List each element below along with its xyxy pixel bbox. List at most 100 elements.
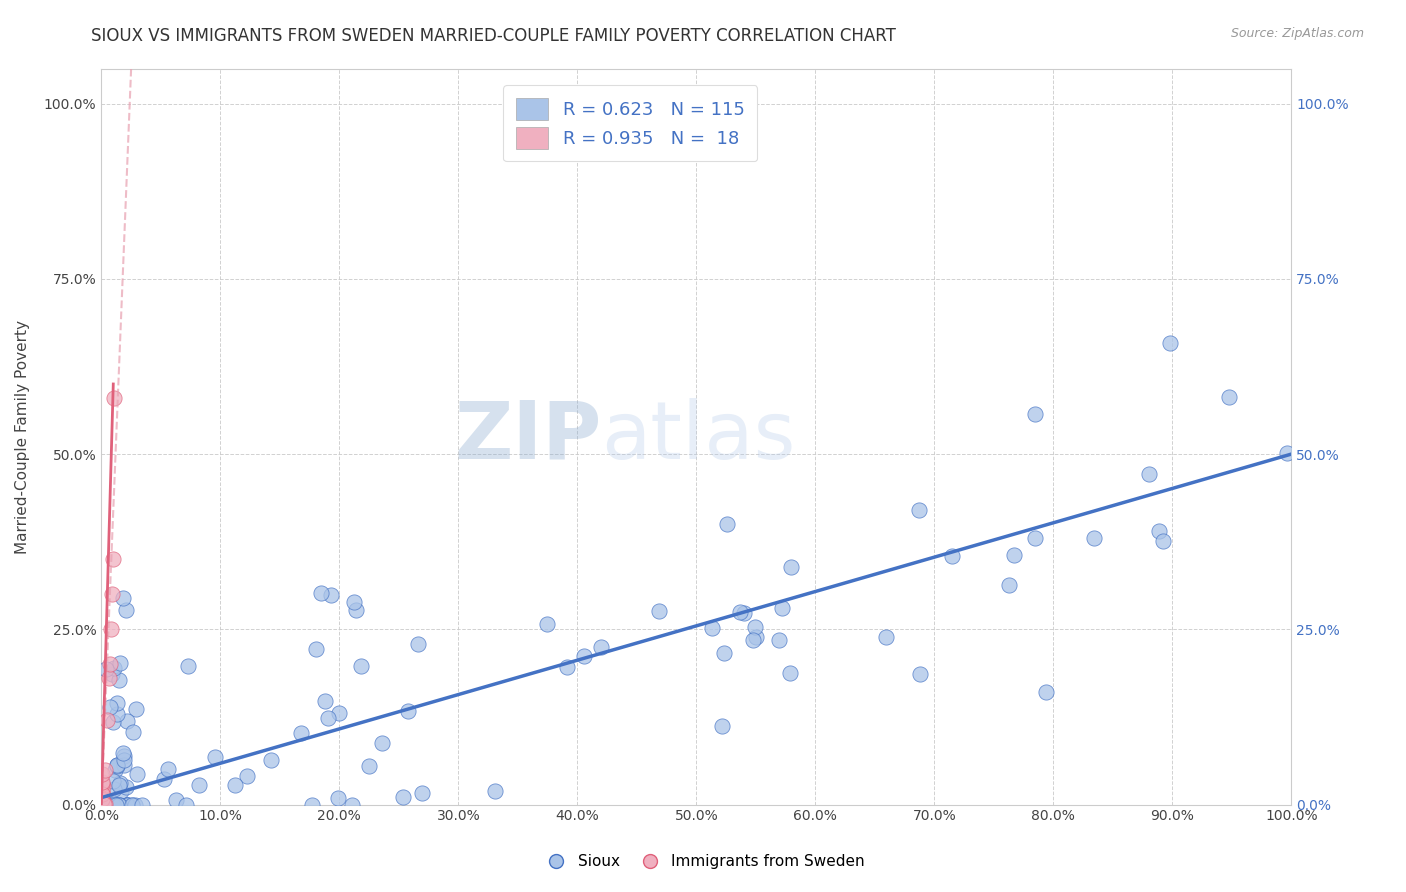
Point	[105, 697, 128, 711]
Legend: R = 0.623   N = 115, R = 0.935   N =  18: R = 0.623 N = 115, R = 0.935 N = 18	[503, 85, 758, 161]
Point	[408, 637, 430, 651]
Point	[744, 619, 766, 633]
Point	[105, 707, 128, 722]
Point	[107, 673, 129, 688]
Point	[1277, 446, 1299, 460]
Point	[153, 772, 176, 786]
Point	[344, 602, 367, 616]
Text: SIOUX VS IMMIGRANTS FROM SWEDEN MARRIED-COUPLE FAMILY POVERTY CORRELATION CHART: SIOUX VS IMMIGRANTS FROM SWEDEN MARRIED-…	[91, 27, 896, 45]
Point	[112, 591, 135, 606]
Point	[91, 775, 114, 789]
Point	[122, 725, 145, 739]
Point	[536, 616, 558, 631]
Point	[319, 588, 342, 602]
Point	[260, 753, 283, 767]
Point	[96, 714, 118, 728]
Point	[125, 702, 148, 716]
Point	[998, 577, 1021, 591]
Point	[730, 605, 752, 619]
Point	[105, 797, 128, 812]
Point	[396, 705, 419, 719]
Point	[114, 780, 136, 794]
Point	[1024, 532, 1046, 546]
Point	[115, 797, 138, 812]
Point	[117, 797, 139, 812]
Point	[648, 604, 671, 618]
Point	[91, 785, 114, 799]
Point	[100, 667, 122, 681]
Point	[101, 797, 124, 812]
Point	[110, 797, 132, 812]
Point	[98, 700, 121, 714]
Point	[1083, 532, 1105, 546]
Point	[1218, 390, 1240, 404]
Point	[117, 797, 139, 812]
Point	[156, 762, 179, 776]
Point	[309, 586, 332, 600]
Point	[1024, 407, 1046, 421]
Point	[391, 790, 413, 805]
Point	[1149, 524, 1171, 538]
Point	[779, 559, 801, 574]
Point	[112, 753, 135, 767]
Point	[93, 797, 115, 812]
Point	[94, 662, 117, 676]
Point	[224, 778, 246, 792]
Point	[1137, 467, 1160, 481]
Point	[94, 797, 117, 812]
Point	[713, 646, 735, 660]
Point	[908, 666, 931, 681]
Point	[108, 797, 131, 812]
Point	[91, 779, 114, 793]
Point	[91, 766, 114, 780]
Point	[101, 714, 124, 729]
Point	[90, 777, 112, 791]
Point	[94, 763, 117, 777]
Point	[90, 785, 112, 799]
Point	[371, 735, 394, 749]
Point	[104, 763, 127, 777]
Point	[349, 659, 371, 673]
Point	[1153, 533, 1175, 548]
Point	[557, 660, 579, 674]
Point	[165, 793, 187, 807]
Point	[98, 797, 121, 812]
Point	[411, 785, 433, 799]
Point	[316, 711, 339, 725]
Point	[112, 748, 135, 763]
Point	[103, 781, 125, 796]
Point	[1002, 548, 1025, 562]
Point	[314, 694, 336, 708]
Point	[131, 797, 153, 812]
Point	[105, 757, 128, 772]
Point	[174, 797, 197, 812]
Point	[305, 642, 328, 657]
Point	[908, 503, 931, 517]
Point	[188, 778, 211, 792]
Point	[91, 788, 114, 802]
Point	[115, 714, 138, 728]
Point	[103, 552, 125, 566]
Point	[98, 797, 121, 812]
Text: ZIP: ZIP	[454, 398, 602, 475]
Point	[745, 630, 768, 644]
Point	[103, 661, 125, 675]
Point	[328, 706, 350, 720]
Point	[779, 666, 801, 681]
Point	[124, 797, 146, 812]
Point	[716, 517, 738, 532]
Text: Source: ZipAtlas.com: Source: ZipAtlas.com	[1230, 27, 1364, 40]
Point	[301, 797, 323, 812]
Point	[100, 623, 122, 637]
Point	[290, 725, 312, 739]
Point	[125, 767, 148, 781]
Point	[110, 784, 132, 798]
Point	[103, 391, 125, 405]
Point	[115, 603, 138, 617]
Point	[101, 797, 124, 812]
Point	[107, 778, 129, 792]
Point	[204, 750, 226, 764]
Point	[121, 797, 143, 812]
Point	[711, 719, 734, 733]
Point	[112, 757, 135, 772]
